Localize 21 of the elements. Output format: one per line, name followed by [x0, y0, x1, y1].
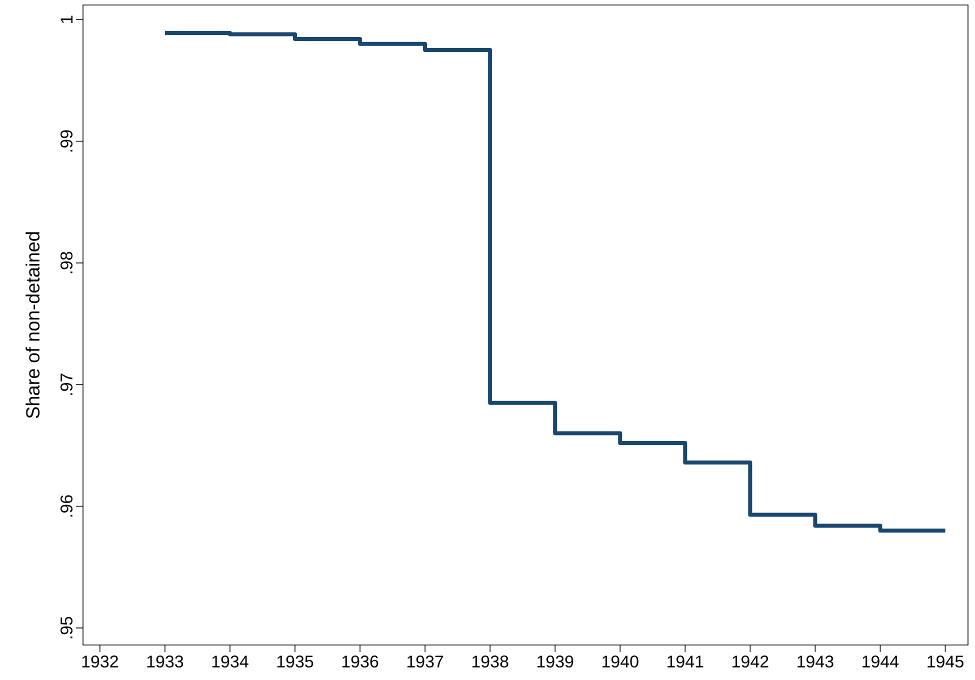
y-tick-label: .95 [60, 616, 73, 638]
x-tick-label: 1944 [862, 656, 899, 668]
x-tick-label: 1937 [407, 656, 444, 668]
x-tick-label: 1941 [668, 656, 704, 668]
x-tick-label: 1934 [212, 656, 248, 668]
y-tick-label: .97 [60, 374, 73, 395]
x-tick-label: 1939 [537, 656, 574, 668]
x-tick-label: 1942 [732, 656, 768, 668]
x-tick-label: 1945 [928, 656, 964, 668]
y-tick-label: .98 [60, 252, 73, 274]
x-tick-label: 1943 [798, 656, 834, 668]
x-tick-label: 1940 [602, 656, 638, 668]
x-tick-label: 1935 [277, 656, 314, 668]
x-tick-label: 1936 [342, 656, 378, 668]
y-axis-title: Share of non-detained [26, 232, 40, 418]
x-tick-label: 1932 [82, 656, 118, 668]
x-tick-label: 1933 [147, 656, 184, 668]
x-tick-label: 1938 [472, 656, 508, 668]
y-tick-label: 1 [60, 16, 73, 24]
y-tick-label: .99 [60, 130, 73, 152]
y-tick-label: .96 [60, 495, 73, 517]
